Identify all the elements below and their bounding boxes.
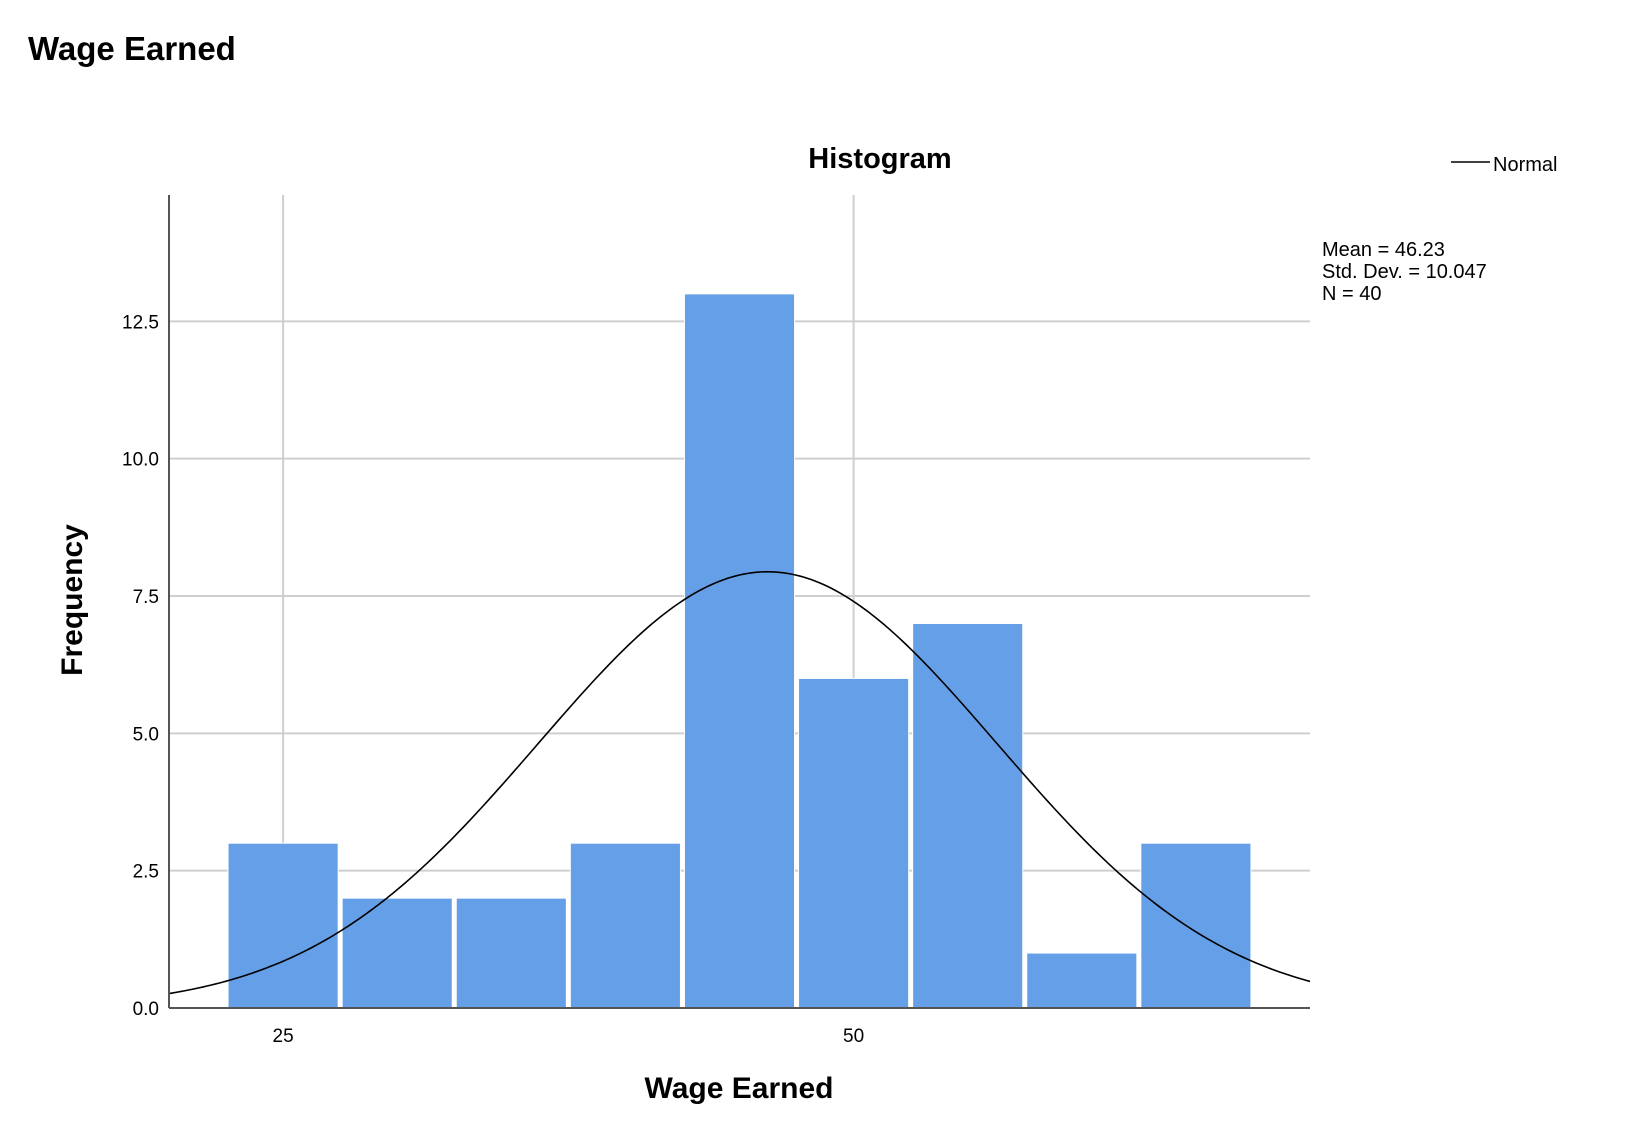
y-tick-label: 0.0 bbox=[133, 999, 159, 1020]
histogram-bar bbox=[1026, 952, 1138, 1009]
legend-normal-label: Normal bbox=[1493, 154, 1557, 176]
y-tick-label: 5.0 bbox=[133, 724, 159, 745]
curve-layer bbox=[168, 570, 1311, 995]
page-title: Wage Earned bbox=[28, 30, 236, 67]
x-tick-label: 25 bbox=[273, 1026, 294, 1047]
stats-box: Mean = 46.23 Std. Dev. = 10.047 N = 40 bbox=[1322, 239, 1487, 305]
histogram-bar bbox=[341, 897, 453, 1009]
y-tick-label: 12.5 bbox=[122, 312, 159, 333]
histogram-bar bbox=[683, 293, 796, 1009]
stats-mean: Mean = 46.23 bbox=[1322, 239, 1445, 261]
histogram-bar bbox=[798, 677, 910, 1009]
y-tick-label: 7.5 bbox=[133, 587, 159, 608]
ticks-layer: 0.0 2.5 5.0 7.5 10.0 12.5 25 50 bbox=[122, 312, 864, 1047]
chart-title: Histogram bbox=[808, 143, 951, 175]
histogram-bar bbox=[455, 897, 567, 1009]
x-tick-label: 50 bbox=[843, 1026, 864, 1047]
normal-curve bbox=[168, 570, 1311, 995]
histogram-bar bbox=[227, 842, 339, 1009]
bars-layer bbox=[227, 293, 1252, 1009]
stats-std-dev: Std. Dev. = 10.047 bbox=[1322, 261, 1487, 283]
y-tick-label: 10.0 bbox=[122, 450, 159, 471]
axis-layer bbox=[168, 195, 1310, 1009]
histogram-bar bbox=[569, 842, 681, 1009]
y-tick-label: 2.5 bbox=[133, 862, 159, 883]
x-axis-label: Wage Earned bbox=[645, 1072, 834, 1105]
stats-n: N = 40 bbox=[1322, 283, 1381, 305]
legend: Normal bbox=[1451, 154, 1557, 176]
y-axis-label: Frequency bbox=[56, 524, 89, 676]
histogram-bar bbox=[1140, 842, 1252, 1009]
histogram-bar bbox=[912, 622, 1024, 1009]
